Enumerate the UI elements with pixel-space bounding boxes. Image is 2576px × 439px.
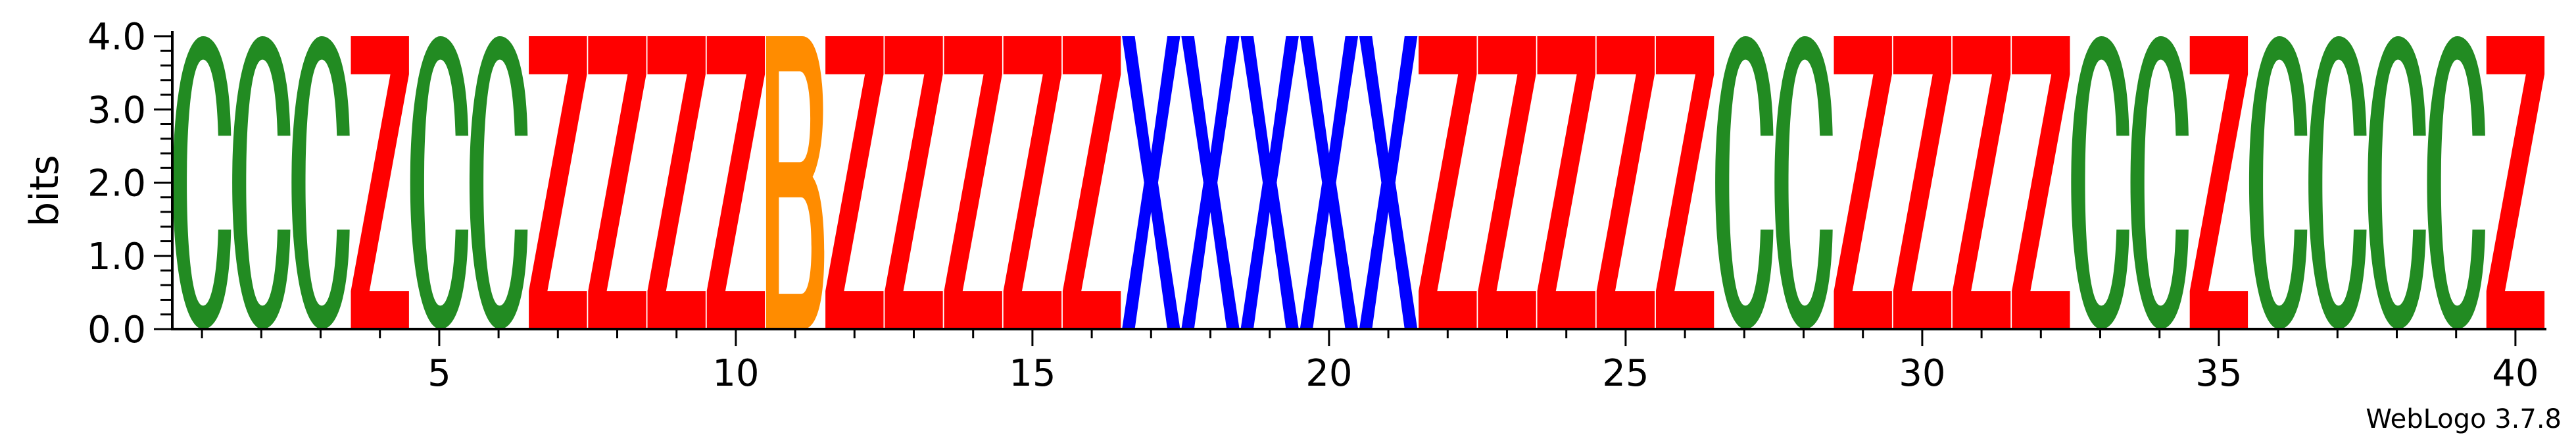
x-axis: 5 10 15 20 25 30 35 40 xyxy=(171,328,2546,395)
logo-letter-c-pos-27 xyxy=(1715,36,1774,329)
logo-letter-z-pos-14 xyxy=(944,36,1002,329)
logo-letter-x-pos-17 xyxy=(1122,36,1180,329)
logo-letter-c-pos-5 xyxy=(410,36,469,329)
logo-letter-c-pos-6 xyxy=(469,36,528,329)
x-tick-label: 15 xyxy=(1009,352,1056,395)
logo-letter-c-pos-34 xyxy=(2130,36,2189,329)
y-axis-label: bits xyxy=(22,155,68,227)
logo-letter-c-pos-28 xyxy=(1774,36,1833,329)
logo-letter-z-pos-23 xyxy=(1478,36,1536,329)
x-tick-label: 10 xyxy=(712,352,759,395)
logo-letter-z-pos-32 xyxy=(2012,36,2070,329)
logo-letter-z-pos-15 xyxy=(1003,36,1062,329)
logo-letter-c-pos-1 xyxy=(172,36,231,329)
logo-letter-c-pos-3 xyxy=(291,36,350,329)
logo-letter-c-pos-33 xyxy=(2071,36,2129,329)
y-tick-label: 1.0 xyxy=(87,236,146,278)
logo-letter-z-pos-29 xyxy=(1834,36,1892,329)
x-tick-label: 5 xyxy=(427,352,451,395)
logo-letter-c-pos-36 xyxy=(2248,36,2308,329)
logo-letter-x-pos-18 xyxy=(1181,36,1240,329)
logo-letter-x-pos-19 xyxy=(1240,36,1299,329)
logo-letter-c-pos-38 xyxy=(2368,36,2426,329)
logo-letter-z-pos-13 xyxy=(885,36,943,329)
y-tick-label: 2.0 xyxy=(87,163,146,205)
logo-letter-c-pos-2 xyxy=(232,36,291,329)
logo-letter-c-pos-37 xyxy=(2308,36,2367,329)
logo-letter-z-pos-12 xyxy=(825,36,884,329)
plot-area xyxy=(172,36,2545,329)
logo-letter-b-pos-11 xyxy=(766,36,825,329)
y-tick-label: 4.0 xyxy=(87,16,146,59)
weblogo-version-label: WebLogo 3.7.8 xyxy=(2366,404,2562,434)
x-tick-label: 40 xyxy=(2492,352,2539,395)
y-tick-label: 3.0 xyxy=(87,89,146,132)
logo-letter-z-pos-25 xyxy=(1596,36,1655,329)
logo-letter-z-pos-24 xyxy=(1537,36,1595,329)
y-tick-label: 0.0 xyxy=(87,309,146,351)
logo-letter-z-pos-40 xyxy=(2486,36,2545,329)
logo-letter-z-pos-4 xyxy=(351,36,409,329)
logo-letter-z-pos-22 xyxy=(1419,36,1477,329)
logo-letter-z-pos-7 xyxy=(529,36,587,329)
logo-letter-z-pos-26 xyxy=(1655,36,1714,329)
logo-letter-z-pos-30 xyxy=(1893,36,1952,329)
logo-letter-x-pos-20 xyxy=(1300,36,1359,329)
logo-letter-z-pos-16 xyxy=(1062,36,1121,329)
logo-letter-z-pos-10 xyxy=(706,36,766,329)
logo-letter-c-pos-39 xyxy=(2427,36,2485,329)
logo-letter-z-pos-35 xyxy=(2189,36,2248,329)
x-tick-label: 20 xyxy=(1305,352,1352,395)
y-axis: 0.0 1.0 2.0 3.0 4.0 xyxy=(87,16,174,351)
x-tick-label: 35 xyxy=(2195,352,2242,395)
logo-letter-z-pos-31 xyxy=(1952,36,2011,329)
x-tick-label: 25 xyxy=(1602,352,1649,395)
logo-letter-x-pos-21 xyxy=(1359,36,1418,329)
x-tick-label: 30 xyxy=(1899,352,1945,395)
logo-letter-z-pos-8 xyxy=(588,36,646,329)
logo-letter-z-pos-9 xyxy=(647,36,706,329)
